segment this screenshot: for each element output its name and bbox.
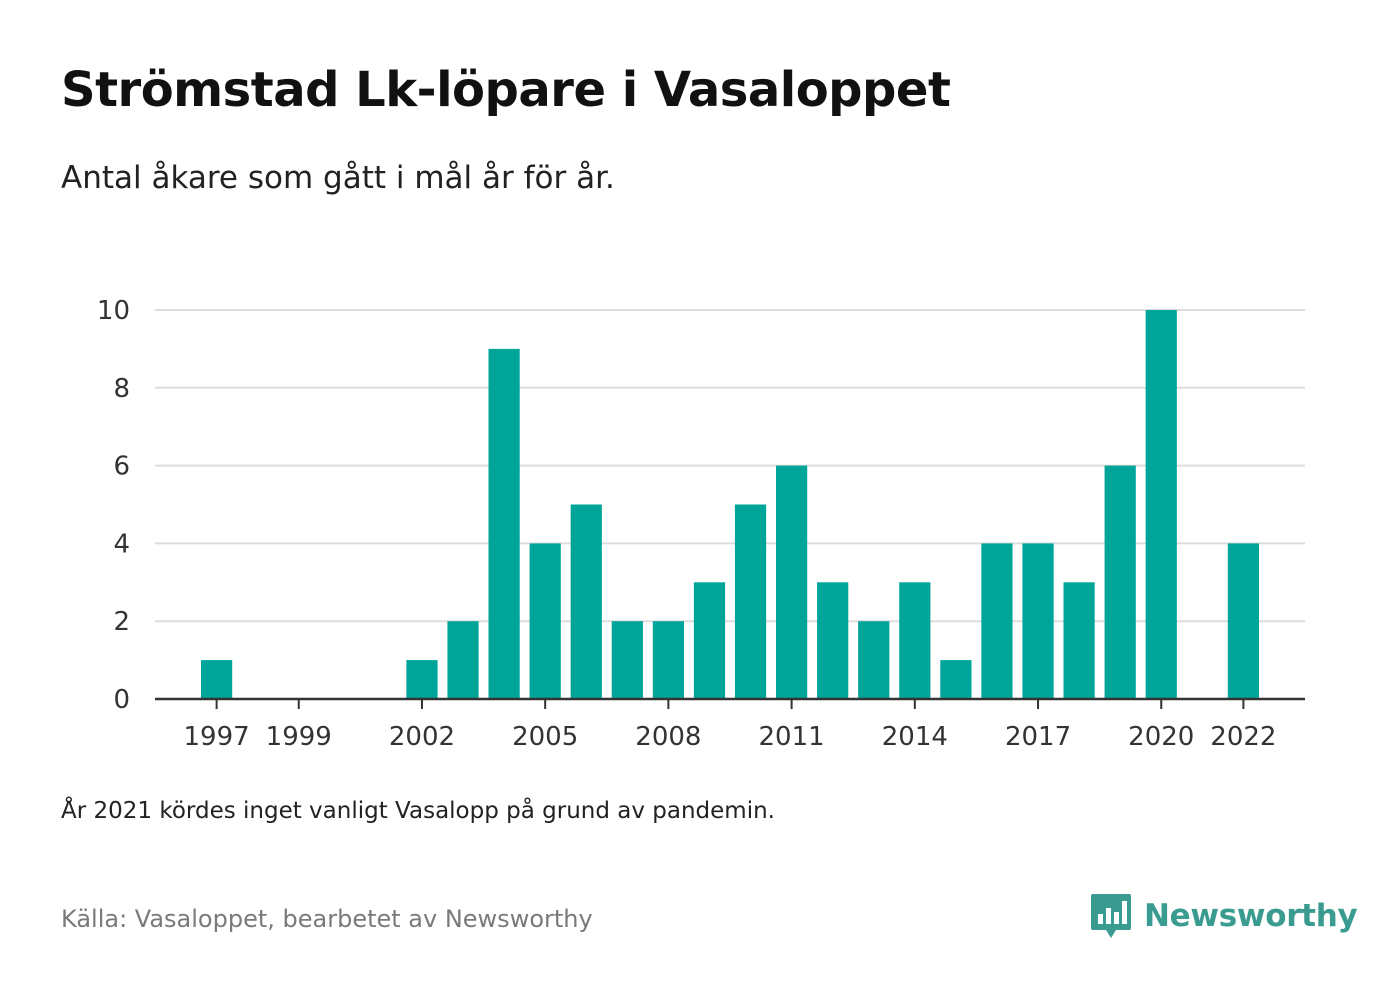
x-tick-label: 2005	[512, 722, 578, 752]
bar-2002	[406, 660, 438, 699]
bar-2015	[940, 660, 972, 699]
chart-subtitle: Antal åkare som gått i mål år för år.	[61, 160, 615, 196]
y-tick-label: 4	[113, 529, 130, 559]
x-tick-label: 2002	[389, 722, 455, 752]
bar-2016	[981, 543, 1013, 699]
x-tick-label: 1997	[184, 722, 250, 752]
bar-2004	[488, 348, 520, 699]
bar-2013	[858, 621, 890, 699]
x-tick-label: 2011	[759, 722, 825, 752]
y-tick-label: 10	[97, 296, 130, 326]
bar-2011	[776, 465, 808, 699]
newsworthy-logo: Newsworthy	[1090, 892, 1358, 940]
bar-2014	[899, 582, 931, 699]
bar-2019	[1104, 465, 1136, 699]
y-tick-label: 6	[113, 452, 130, 482]
bars	[201, 310, 1259, 699]
bar-chart-speech-bubble-icon	[1091, 894, 1131, 938]
y-tick-label: 8	[113, 374, 130, 404]
source-credit: Källa: Vasaloppet, bearbetet av Newswort…	[61, 905, 593, 933]
bar-2005	[529, 543, 561, 699]
x-tick-label: 2014	[882, 722, 948, 752]
y-tick-label: 0	[113, 685, 130, 715]
x-tick-label: 2017	[1005, 722, 1071, 752]
bar-2012	[817, 582, 849, 699]
logo-text: Newsworthy	[1144, 898, 1358, 934]
chart-title: Strömstad Lk-löpare i Vasaloppet	[61, 62, 951, 118]
bar-2018	[1063, 582, 1095, 699]
bar-1997	[201, 660, 233, 699]
bar-2009	[693, 582, 726, 699]
axes: 0 2 4 6 8 10 1997 1999 2002 2005 2008 2011 2014 2017 2…	[97, 296, 1305, 752]
x-tick-label: 2008	[635, 722, 701, 752]
bar-2003	[447, 621, 479, 699]
x-tick-label: 2022	[1210, 722, 1276, 752]
bar-2007	[611, 621, 643, 699]
bar-2006	[570, 504, 602, 699]
bar-2022	[1227, 543, 1259, 699]
bar-2010	[734, 504, 767, 699]
bar-2008	[652, 621, 684, 699]
bar-2017	[1022, 543, 1054, 699]
y-tick-label: 2	[113, 607, 130, 637]
footnote: År 2021 kördes inget vanligt Vasalopp på…	[61, 798, 775, 824]
bar-2020	[1145, 310, 1177, 699]
x-tick-label: 2020	[1128, 722, 1194, 752]
bar-chart: 0 2 4 6 8 10 1997 1999 2002 2005 2008 2011 2014 2017 2…	[97, 296, 1305, 752]
x-tick-label: 1999	[266, 722, 332, 752]
